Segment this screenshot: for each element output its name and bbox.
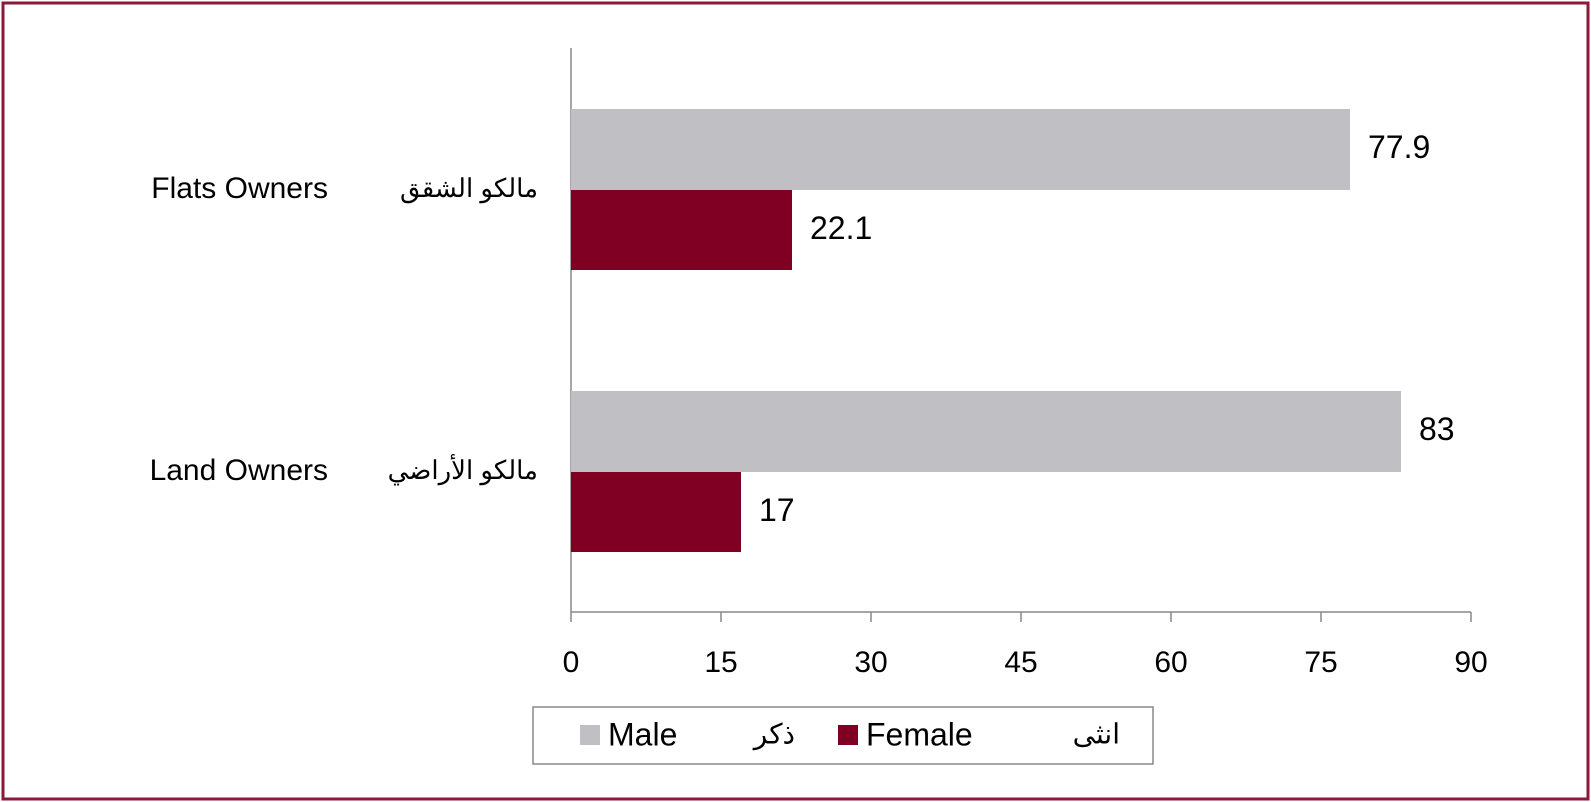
x-tick-label: 15 [704,646,737,679]
bar [571,472,741,552]
data-label: 83 [1419,411,1455,447]
data-label: 77.9 [1368,129,1430,165]
x-tick-label: 60 [1154,646,1187,679]
legend-label: Male [608,716,677,752]
legend-swatch [838,725,858,745]
category-label-ar: مالكو الشقق [400,173,538,204]
x-tick-label: 0 [563,646,580,679]
legend-label-ar: ذكر [752,718,795,750]
category-label: Flats Owners [151,172,328,205]
bar [571,109,1350,190]
legend-swatch [580,725,600,745]
data-label: 22.1 [810,210,872,246]
data-label: 17 [759,492,795,528]
x-tick-label: 75 [1304,646,1337,679]
legend-label: Female [866,716,973,752]
category-label: Land Owners [150,454,328,487]
x-tick-label: 30 [854,646,887,679]
x-tick-label: 45 [1004,646,1037,679]
x-tick-label: 90 [1454,646,1487,679]
bar [571,190,792,270]
bar [571,391,1401,472]
legend-label-ar: انثى [1073,718,1120,749]
category-label-ar: مالكو الأراضي [388,453,538,486]
